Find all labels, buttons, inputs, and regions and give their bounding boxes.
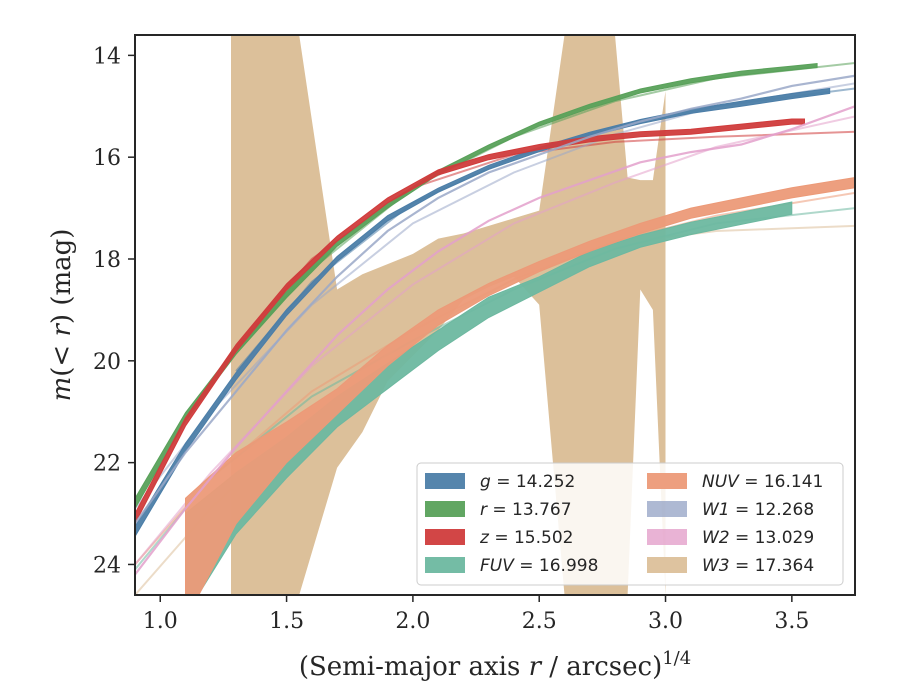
legend-swatch: [425, 473, 465, 489]
legend-swatch: [647, 557, 687, 573]
legend-item: W1 = 12.268: [647, 500, 814, 520]
x-tick-label: 3.0: [648, 609, 683, 634]
legend-swatch: [647, 529, 687, 545]
y-tick-label: 16: [93, 146, 121, 171]
legend-label: g = 14.252: [480, 472, 575, 492]
legend-label: NUV = 16.141: [702, 472, 823, 492]
x-tick-label: 1.5: [269, 609, 304, 634]
legend-swatch: [425, 557, 465, 573]
legend-label: W1 = 12.268: [702, 500, 814, 520]
y-tick-label: 14: [93, 44, 121, 69]
y-tick-label: 22: [93, 452, 121, 477]
y-tick-label: 20: [93, 350, 121, 375]
legend-item: z = 15.502: [425, 528, 573, 548]
legend-swatch: [647, 473, 687, 489]
legend-item: W3 = 17.364: [647, 556, 814, 576]
legend-swatch: [647, 501, 687, 517]
x-tick-label: 2.5: [522, 609, 557, 634]
legend-swatch: [425, 501, 465, 517]
legend-item: r = 13.767: [425, 500, 572, 520]
legend-swatch: [425, 529, 465, 545]
x-tick-label: 3.5: [774, 609, 809, 634]
x-tick-label: 1.0: [143, 609, 178, 634]
legend: g = 14.252 r = 13.767 z = 15.502 FUV = 16.9…: [417, 463, 843, 585]
chart: 1.0 1.5 2.0 2.5 3.0 3.5 14 16 18 20 22 24 (Semi-ma…: [0, 0, 900, 700]
x-tick-label: 2.0: [395, 609, 430, 634]
legend-label: FUV = 16.998: [480, 556, 598, 576]
legend-label: W2 = 13.029: [702, 528, 814, 548]
legend-label: r = 13.767: [480, 500, 572, 520]
legend-item: NUV = 16.141: [647, 472, 823, 492]
legend-item: g = 14.252: [425, 472, 575, 492]
legend-item: FUV = 16.998: [425, 556, 598, 576]
y-axis-title: m(< r) (mag): [47, 229, 77, 402]
y-tick-label: 24: [93, 553, 121, 578]
legend-item: W2 = 13.029: [647, 528, 814, 548]
legend-label: W3 = 17.364: [702, 556, 814, 576]
legend-label: z = 15.502: [479, 528, 573, 548]
x-axis-title: (Semi-major axis r / arcsec)1/4: [299, 648, 691, 682]
y-tick-label: 18: [93, 248, 121, 273]
